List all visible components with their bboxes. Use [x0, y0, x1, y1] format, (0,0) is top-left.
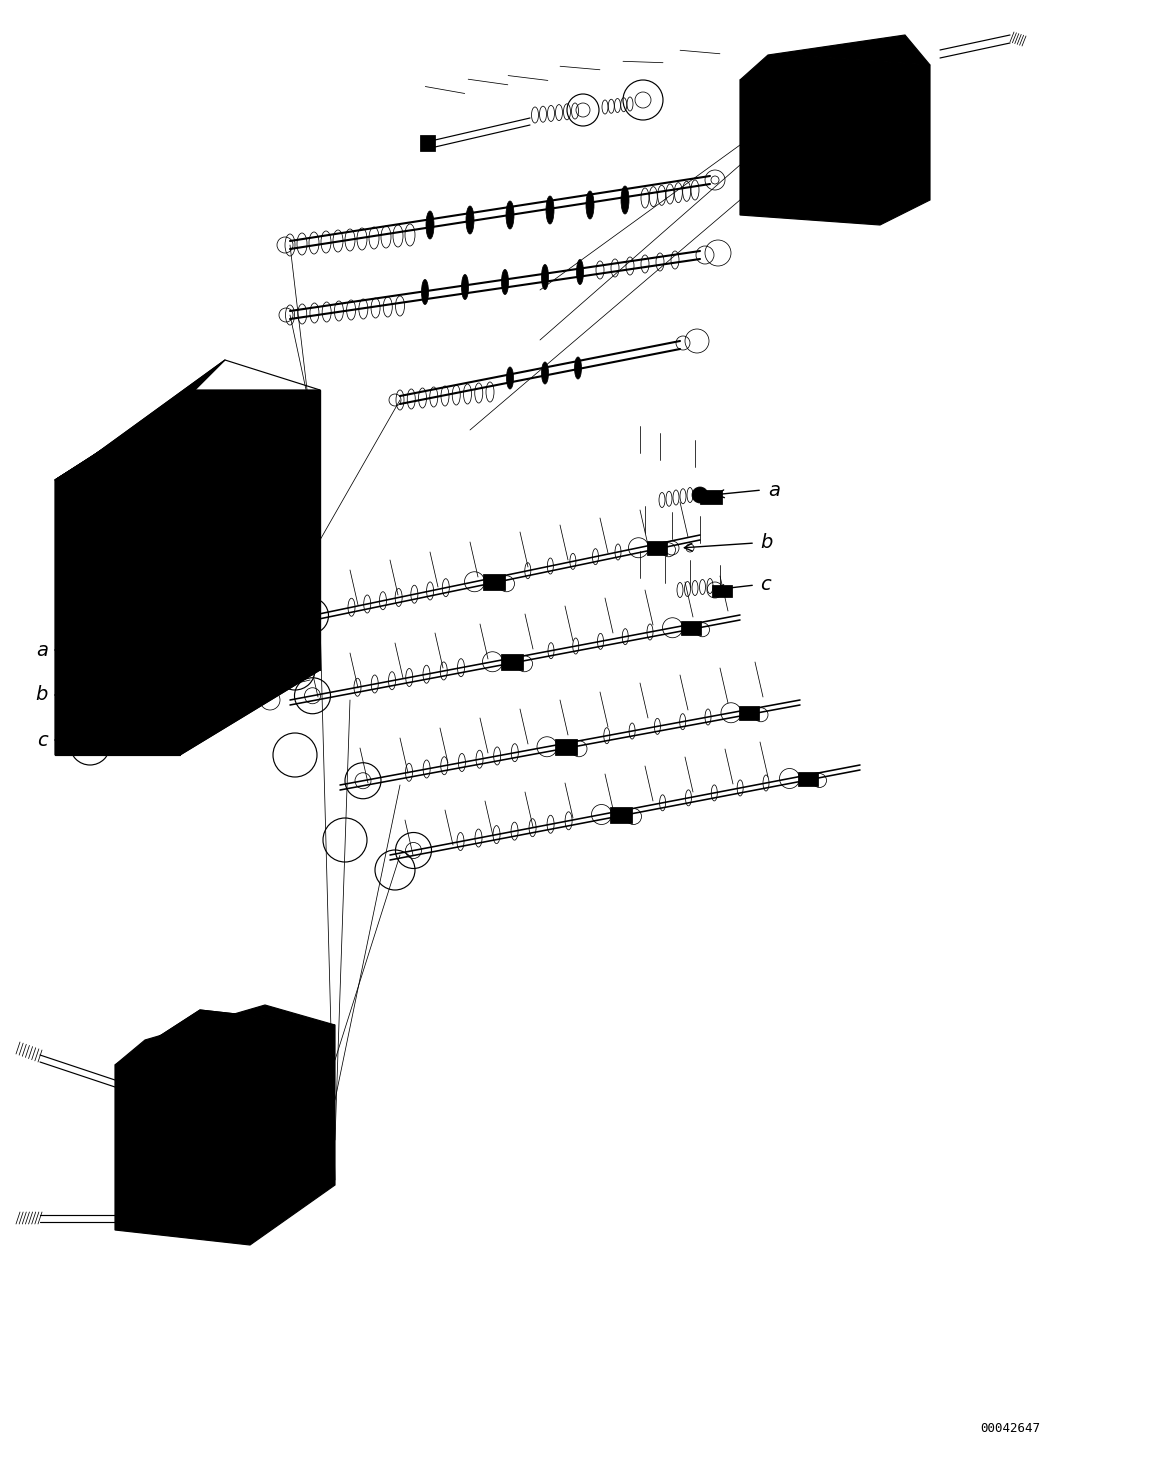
Polygon shape [54, 360, 225, 479]
Text: b: b [760, 533, 772, 552]
Ellipse shape [541, 361, 548, 385]
Ellipse shape [506, 367, 513, 389]
Bar [555, 739, 577, 755]
Bar [610, 807, 632, 823]
Polygon shape [739, 35, 930, 80]
Circle shape [692, 487, 708, 503]
Ellipse shape [461, 274, 468, 300]
Ellipse shape [422, 280, 429, 305]
Ellipse shape [586, 191, 595, 219]
Ellipse shape [576, 259, 583, 284]
Text: 00042647: 00042647 [981, 1422, 1040, 1435]
Polygon shape [739, 55, 930, 224]
Bar [420, 136, 435, 152]
Bar [700, 490, 722, 504]
Text: b: b [36, 685, 48, 705]
Ellipse shape [546, 197, 554, 224]
Ellipse shape [427, 211, 433, 239]
Polygon shape [115, 1010, 335, 1244]
Ellipse shape [506, 201, 513, 229]
Bar [501, 654, 523, 670]
Text: a: a [768, 481, 780, 500]
Bar [797, 772, 817, 785]
Bar [712, 586, 732, 597]
Text: c: c [37, 730, 48, 749]
Polygon shape [115, 1005, 335, 1065]
Polygon shape [54, 390, 320, 755]
Text: a: a [36, 641, 48, 660]
Bar [680, 621, 700, 635]
Text: c: c [760, 576, 771, 594]
Ellipse shape [575, 357, 582, 379]
Ellipse shape [502, 270, 509, 294]
Bar [482, 574, 504, 590]
Bar [647, 541, 666, 555]
Ellipse shape [541, 265, 548, 290]
Bar [739, 705, 759, 720]
Ellipse shape [466, 205, 474, 235]
Ellipse shape [621, 186, 629, 214]
Bar [220, 415, 280, 440]
